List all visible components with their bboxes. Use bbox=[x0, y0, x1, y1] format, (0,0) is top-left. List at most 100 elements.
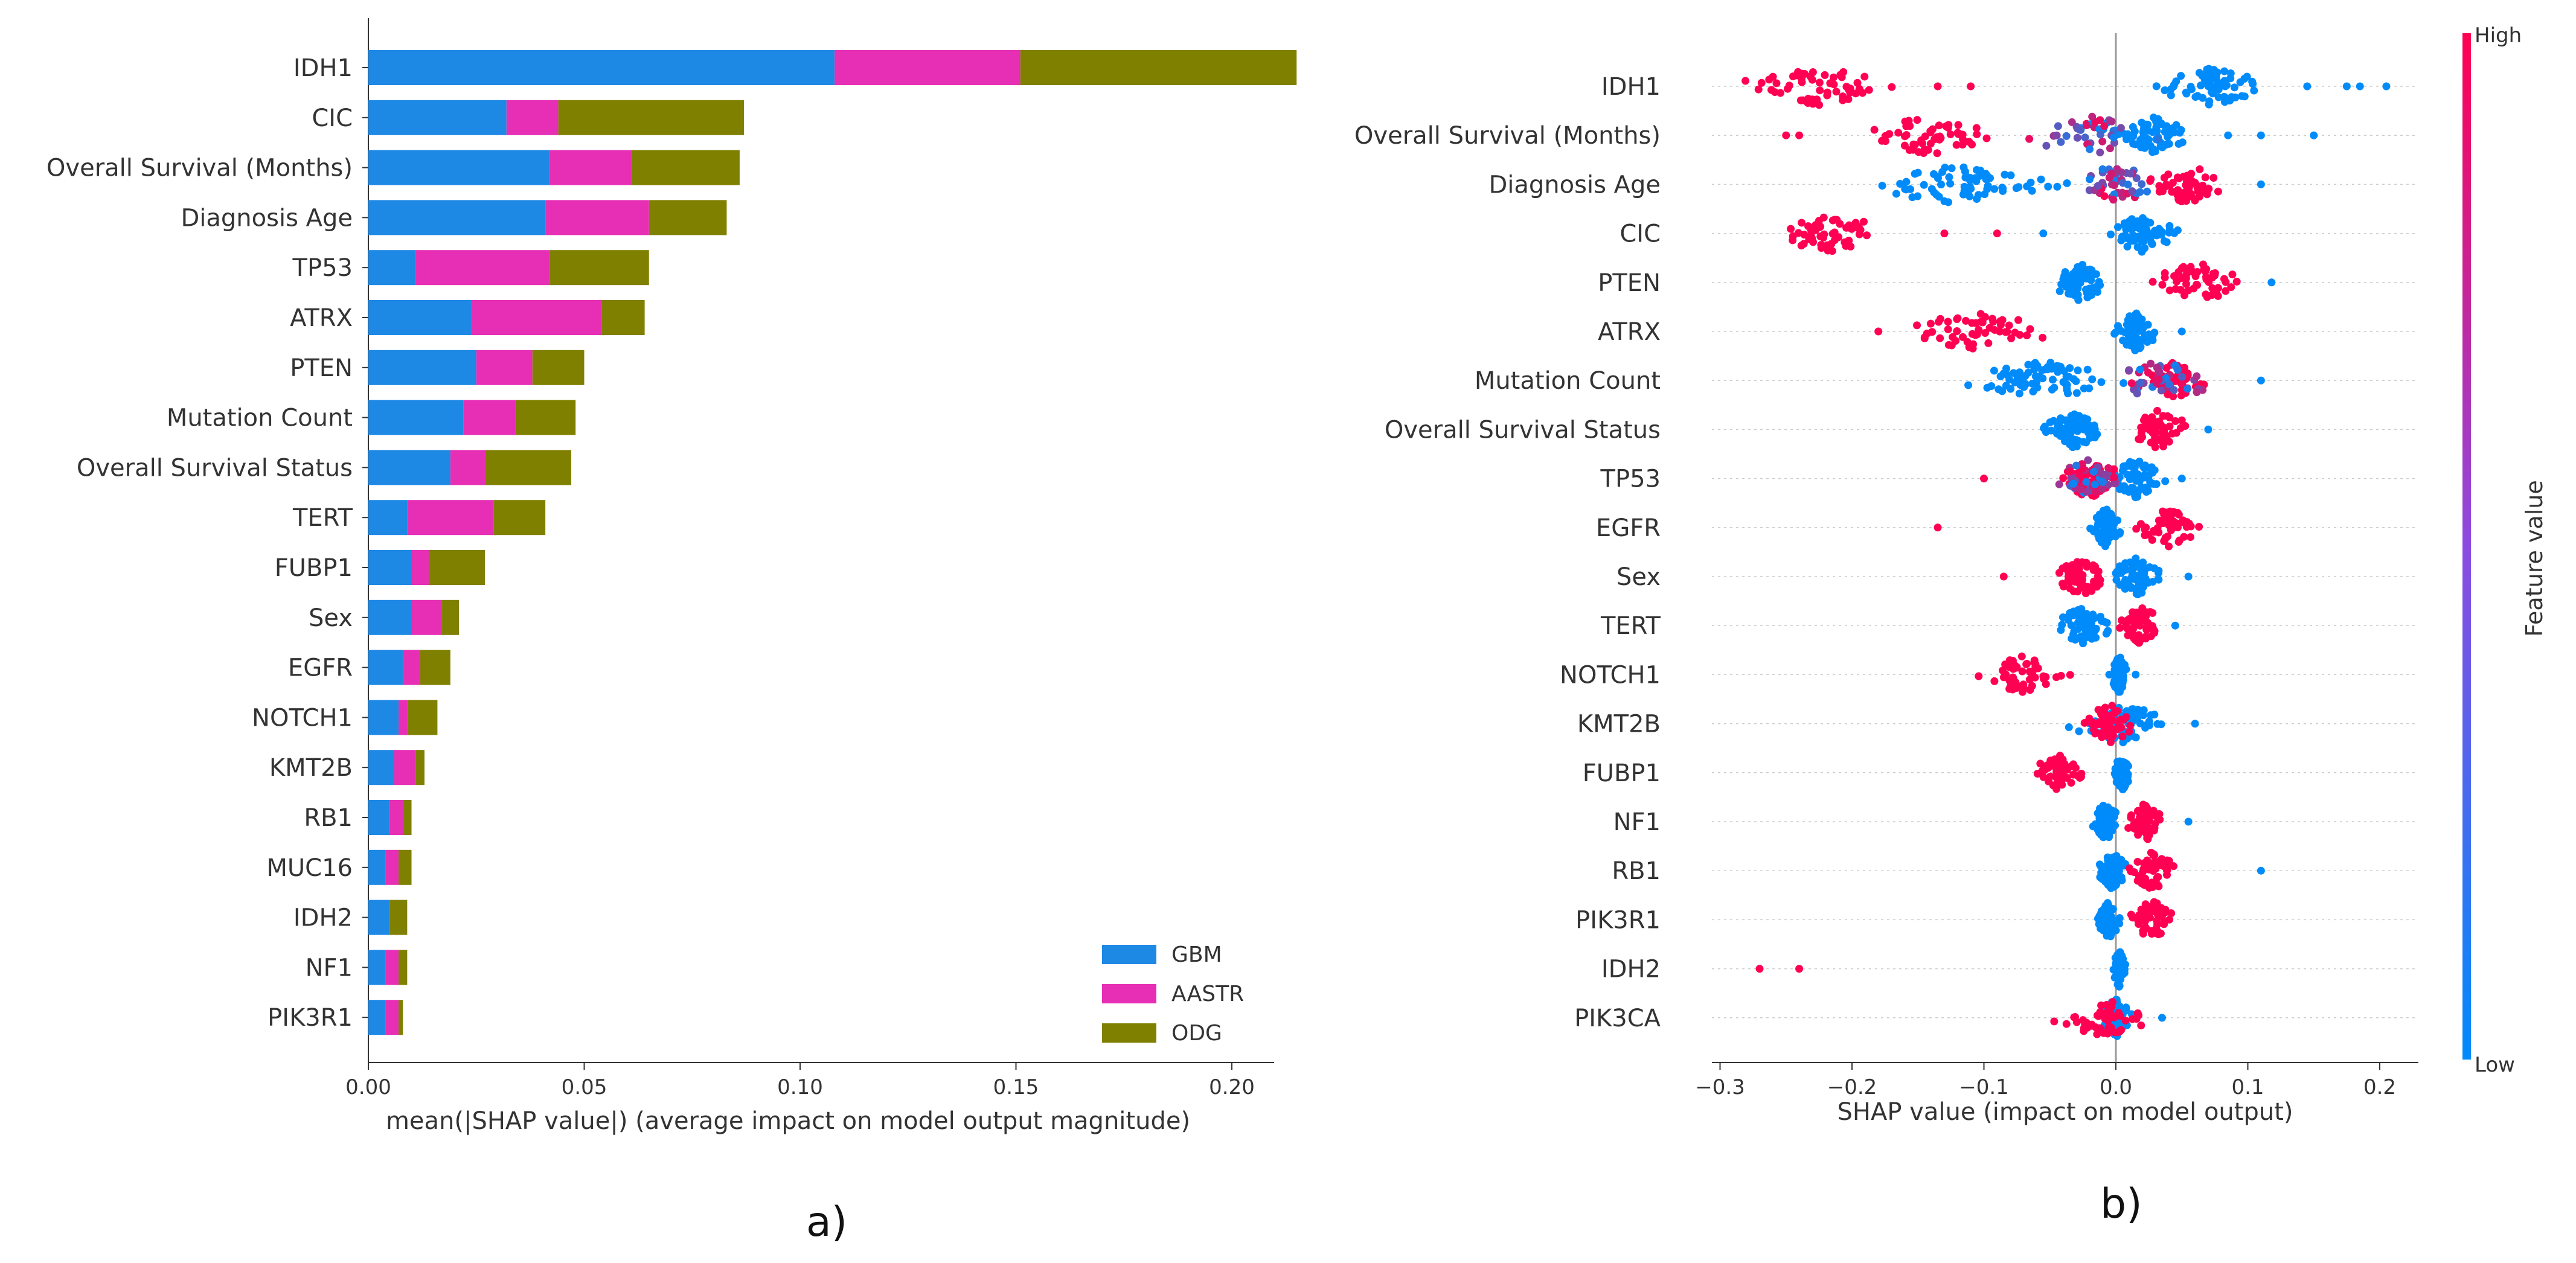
bar-odg-fubp1 bbox=[429, 550, 485, 585]
swarm-point-sex bbox=[2138, 586, 2146, 594]
swarm-point-atrx bbox=[2129, 333, 2138, 342]
swarm-point-tert bbox=[2142, 625, 2151, 634]
bar-gbm-tert bbox=[368, 500, 408, 536]
swarm-point-overall-survival-months bbox=[1881, 132, 1889, 140]
swarm-point-idh1 bbox=[1808, 75, 1816, 84]
swarm-point-notch1 bbox=[2007, 657, 2015, 666]
swarm-point-egfr bbox=[2106, 533, 2114, 542]
colorbar: High Low Feature value bbox=[2462, 24, 2548, 1077]
swarm-feature-label: Diagnosis Age bbox=[1488, 171, 1661, 199]
bar-aastr-overall-survival-months bbox=[549, 150, 632, 185]
swarm-point-rb1 bbox=[2119, 862, 2128, 870]
swarm-point-cic bbox=[2114, 223, 2123, 231]
bar-odg-pik3r1 bbox=[399, 1000, 403, 1035]
swarm-point-fubp1 bbox=[2054, 766, 2063, 774]
swarm-point-mutation-count bbox=[2066, 364, 2074, 373]
swarm-point-tert bbox=[2171, 621, 2179, 630]
swarm-point-overall-survival-status bbox=[2147, 438, 2155, 447]
swarm-point-cic bbox=[2106, 230, 2115, 238]
swarm-point-fubp1 bbox=[2063, 774, 2071, 782]
swarm-point-overall-survival-status bbox=[2145, 417, 2154, 425]
swarm-point-diagnosis-age bbox=[2182, 197, 2190, 205]
bar-aastr-kmt2b bbox=[394, 750, 416, 785]
swarm-point-cic bbox=[2123, 242, 2132, 251]
swarm-point-diagnosis-age bbox=[2158, 187, 2167, 196]
swarm-feature-label: Overall Survival (Months) bbox=[1354, 122, 1661, 150]
swarm-point-pik3ca bbox=[2096, 1008, 2104, 1016]
swarm-point-cic bbox=[1841, 238, 1849, 246]
swarm-point-egfr bbox=[2172, 509, 2180, 517]
swarm-point-overall-survival-months bbox=[2042, 141, 2051, 150]
bar-x-tick-label: 0.10 bbox=[777, 1075, 823, 1099]
swarm-point-sex bbox=[2184, 572, 2193, 581]
swarm-point-nf1 bbox=[2184, 817, 2193, 826]
swarm-point-atrx bbox=[2150, 328, 2159, 337]
swarm-point-atrx bbox=[1981, 328, 1990, 337]
swarm-point-atrx bbox=[1976, 310, 1985, 318]
swarm-point-idh1 bbox=[2303, 82, 2312, 91]
swarm-point-diagnosis-age bbox=[1920, 181, 1928, 189]
swarm-point-diagnosis-age bbox=[1972, 177, 1981, 185]
bar-category-label: NF1 bbox=[306, 954, 353, 982]
swarm-point-cic bbox=[2147, 238, 2156, 247]
swarm-point-idh1 bbox=[2177, 72, 2185, 80]
bar-gbm-muc16 bbox=[368, 849, 386, 885]
colorbar-title: Feature value bbox=[2521, 480, 2548, 636]
bar-category-label: Overall Survival (Months) bbox=[46, 155, 353, 182]
bar-gbm-idh2 bbox=[368, 900, 390, 935]
bar-aastr-pten bbox=[476, 350, 533, 385]
swarm-point-overall-survival-months bbox=[1936, 135, 1944, 143]
swarm-point-mutation-count bbox=[2016, 368, 2024, 377]
swarm-point-rb1 bbox=[2170, 862, 2178, 871]
swarm-point-diagnosis-age bbox=[1892, 190, 1900, 198]
swarm-point-rb1 bbox=[2159, 860, 2168, 869]
swarm-point-diagnosis-age bbox=[1973, 195, 1981, 203]
swarm-point-mutation-count bbox=[2133, 389, 2141, 398]
bar-aastr-cic bbox=[506, 100, 559, 135]
swarm-point-pik3r1 bbox=[2141, 900, 2150, 909]
swarm-point-overall-survival-months bbox=[2161, 122, 2170, 130]
swarm-point-kmt2b bbox=[2139, 706, 2148, 714]
swarm-point-atrx bbox=[2005, 321, 2013, 330]
swarm-point-tp53 bbox=[2142, 488, 2150, 496]
swarm-point-idh1 bbox=[1770, 88, 1779, 97]
swarm-x-tick-label: 0.2 bbox=[2363, 1075, 2396, 1099]
swarm-point-idh1 bbox=[2200, 75, 2209, 84]
swarm-point-idh2 bbox=[2110, 973, 2119, 982]
bar-aastr-tp53 bbox=[415, 250, 550, 286]
swarm-point-nf1 bbox=[2150, 808, 2158, 816]
swarm-point-mutation-count bbox=[2047, 365, 2055, 373]
swarm-point-idh1 bbox=[1829, 73, 1837, 82]
swarm-point-atrx bbox=[2136, 344, 2144, 353]
swarm-point-overall-survival-months bbox=[2148, 145, 2157, 153]
bar-odg-overall-survival-months bbox=[632, 150, 740, 185]
swarm-point-diagnosis-age bbox=[2214, 187, 2222, 196]
swarm-point-tert bbox=[2142, 635, 2150, 643]
swarm-point-cic bbox=[1993, 229, 2001, 238]
swarm-point-overall-survival-months bbox=[1972, 124, 1981, 132]
swarm-point-overall-survival-months bbox=[2075, 126, 2084, 134]
swarm-point-idh1 bbox=[2161, 86, 2169, 95]
swarm-point-pik3r1 bbox=[2137, 906, 2145, 914]
bar-category-label: CIC bbox=[312, 104, 353, 132]
swarm-point-rb1 bbox=[2107, 883, 2115, 892]
swarm-point-overall-survival-months bbox=[2153, 127, 2161, 135]
swarm-point-pik3r1 bbox=[2139, 926, 2147, 935]
bar-aastr-mutation-count bbox=[463, 400, 516, 435]
swarm-point-overall-survival-months bbox=[2054, 122, 2062, 130]
swarm-point-overall-survival-months bbox=[2137, 143, 2145, 152]
swarm-point-overall-survival-months bbox=[2086, 145, 2094, 153]
swarm-point-sex bbox=[2119, 579, 2127, 587]
swarm-point-idh1 bbox=[2356, 82, 2364, 91]
swarm-point-pik3r1 bbox=[2101, 907, 2110, 915]
swarm-point-kmt2b bbox=[2191, 720, 2199, 728]
swarm-point-rb1 bbox=[2139, 859, 2148, 868]
swarm-point-pten bbox=[2083, 286, 2092, 295]
swarm-point-kmt2b bbox=[2114, 717, 2123, 726]
bar-x-axis-label: mean(|SHAP value|) (average impact on mo… bbox=[386, 1107, 1190, 1135]
swarm-point-notch1 bbox=[2008, 677, 2017, 686]
swarm-point-cic bbox=[2138, 237, 2147, 246]
swarm-point-idh1 bbox=[1741, 77, 1750, 85]
swarm-point-egfr bbox=[2148, 536, 2156, 544]
swarm-point-kmt2b bbox=[2109, 731, 2117, 739]
